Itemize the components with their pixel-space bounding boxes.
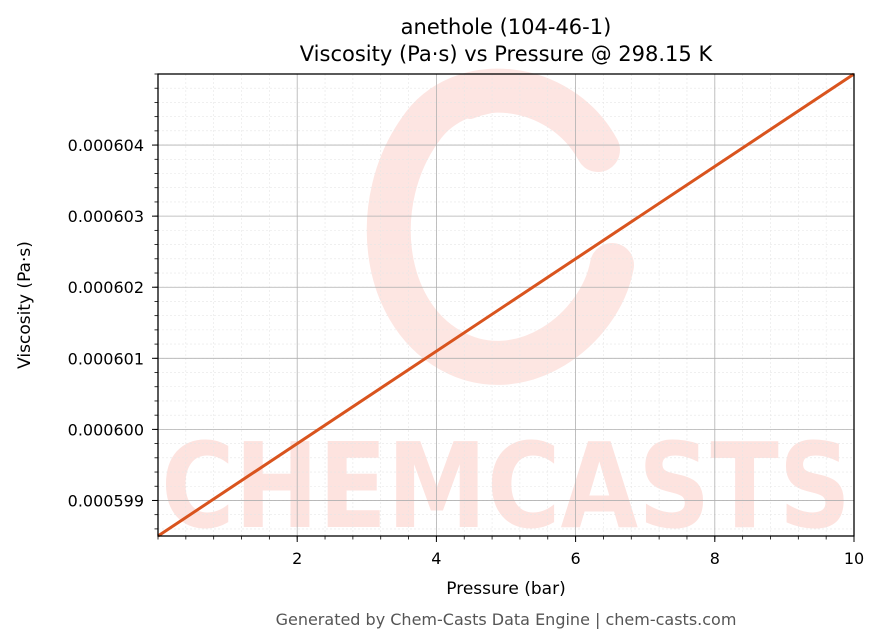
- x-axis-label: Pressure (bar): [446, 579, 565, 599]
- footer-credit: Generated by Chem-Casts Data Engine | ch…: [276, 610, 737, 629]
- x-tick-label: 10: [844, 549, 864, 568]
- y-tick-label: 0.000604: [68, 136, 144, 155]
- chart-title-line1: anethole (104-46-1): [401, 15, 612, 39]
- y-tick-label: 0.000603: [68, 207, 144, 226]
- y-axis-ticks: 0.000599 0.000600 0.000601 0.000602 0.000603…: [68, 73, 158, 530]
- series-layer: [157, 72, 855, 538]
- x-axis-ticks: 2 4 6 8 10: [157, 536, 864, 568]
- x-tick-label: 8: [710, 549, 720, 568]
- y-tick-label: 0.000600: [68, 420, 144, 439]
- x-tick-label: 2: [292, 549, 302, 568]
- y-tick-label: 0.000602: [68, 278, 144, 297]
- watermark-logo: [366, 68, 634, 385]
- watermark: CHEMCASTS: [161, 68, 851, 555]
- x-tick-label: 6: [571, 549, 581, 568]
- series-line: [157, 72, 855, 538]
- y-tick-label: 0.000601: [68, 349, 144, 368]
- plot-frame: [157, 73, 855, 537]
- major-gridlines: [158, 74, 855, 536]
- chart-title-line2: Viscosity (Pa·s) vs Pressure @ 298.15 K: [300, 42, 714, 66]
- x-tick-label: 4: [431, 549, 441, 568]
- y-axis-label: Viscosity (Pa·s): [15, 241, 35, 369]
- y-tick-label: 0.000599: [68, 491, 144, 510]
